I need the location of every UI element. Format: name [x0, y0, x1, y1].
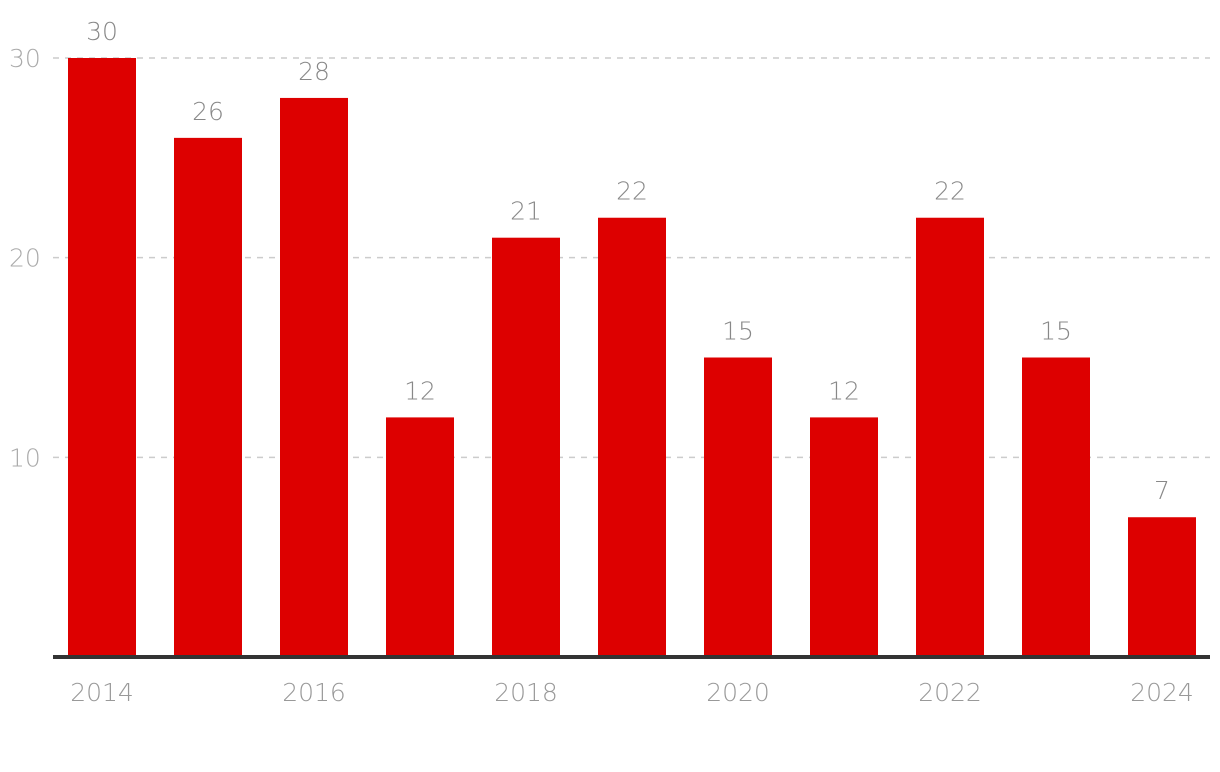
x-tick-label-2024: 2024 [1130, 678, 1194, 707]
x-tick-label-2018: 2018 [494, 678, 558, 707]
bar-2023 [1022, 357, 1090, 657]
x-axis-tick-labels: 2014 2016 2018 2020 2022 2024 [70, 678, 1194, 707]
data-label-2016: 28 [298, 57, 330, 86]
bar-2017 [386, 417, 454, 657]
bar-2022 [916, 217, 984, 657]
bar-2018 [492, 237, 560, 657]
data-label-2021: 12 [828, 376, 860, 405]
bar-2020 [704, 357, 772, 657]
data-label-2020: 15 [722, 317, 754, 346]
bar-2014 [68, 58, 136, 657]
data-label-2018: 21 [510, 197, 542, 226]
y-tick-label-20: 20 [9, 244, 41, 273]
x-tick-label-2020: 2020 [706, 678, 770, 707]
data-labels: 30 26 28 12 21 22 15 12 22 15 7 [86, 17, 1170, 505]
x-tick-label-2016: 2016 [282, 678, 346, 707]
bars [68, 58, 1196, 657]
data-label-2022: 22 [934, 177, 966, 206]
data-label-2019: 22 [616, 177, 648, 206]
data-label-2015: 26 [192, 97, 224, 126]
data-label-2023: 15 [1040, 317, 1072, 346]
x-tick-label-2014: 2014 [70, 678, 134, 707]
y-tick-label-30: 30 [9, 44, 41, 73]
x-tick-label-2022: 2022 [918, 678, 982, 707]
bar-2024 [1128, 517, 1196, 657]
y-axis-tick-labels: 10 20 30 [9, 44, 41, 472]
data-label-2017: 12 [404, 376, 436, 405]
bar-2016 [280, 97, 348, 657]
y-tick-label-10: 10 [9, 443, 41, 472]
bar-2021 [810, 417, 878, 657]
bar-2015 [174, 137, 242, 657]
data-label-2014: 30 [86, 17, 118, 46]
bar-2019 [598, 217, 666, 657]
data-label-2024: 7 [1154, 476, 1170, 505]
